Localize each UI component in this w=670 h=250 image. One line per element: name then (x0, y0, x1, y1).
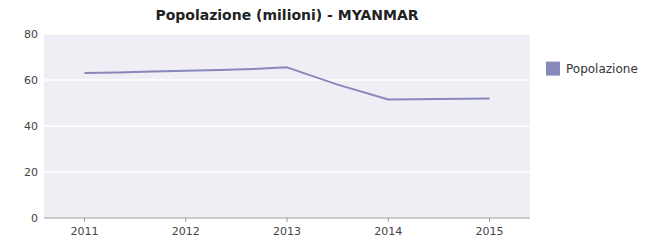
grid-line (44, 125, 530, 127)
x-tick (287, 218, 288, 222)
grid-line (44, 171, 530, 173)
x-tick-label: 2011 (71, 225, 99, 238)
chart-container: Popolazione (milioni) - MYANMAR 0 20 40 60 80… (0, 0, 670, 250)
y-tick-label: 60 (24, 74, 38, 87)
chart-svg: Popolazione (milioni) - MYANMAR 0 20 40 60 80… (0, 0, 670, 250)
chart-title: Popolazione (milioni) - MYANMAR (155, 7, 418, 23)
grid-line (44, 33, 530, 35)
legend-swatch (546, 62, 560, 76)
x-tick-label: 2014 (374, 225, 402, 238)
x-tick-label: 2013 (273, 225, 301, 238)
x-tick-label: 2015 (476, 225, 504, 238)
y-tick-label: 20 (24, 166, 38, 179)
x-tick (84, 218, 85, 222)
y-tick-label: 40 (24, 120, 38, 133)
y-tick-label: 0 (31, 212, 38, 225)
y-tick-label: 80 (24, 28, 38, 41)
data-line (85, 67, 490, 99)
x-tick-label: 2012 (172, 225, 200, 238)
grid-line (44, 79, 530, 81)
plot-background (44, 34, 530, 218)
x-tick (185, 218, 186, 222)
plot-area (85, 67, 490, 99)
x-tick (388, 218, 389, 222)
legend-label: Popolazione (566, 62, 638, 76)
x-tick (489, 218, 490, 222)
